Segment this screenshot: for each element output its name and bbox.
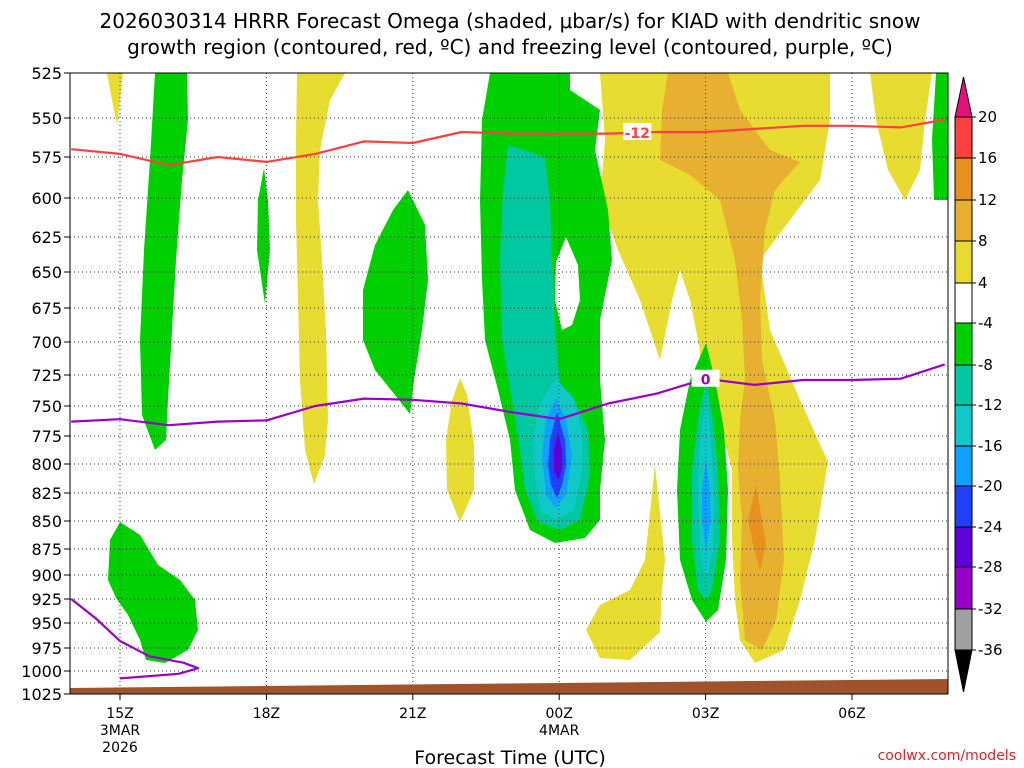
x-tick-label: 21Z	[399, 706, 426, 722]
omega-pos-region	[446, 378, 474, 522]
colorbar-swatch	[954, 364, 973, 406]
y-tick-label: 725	[31, 366, 62, 385]
colorbar-label: 12	[978, 191, 997, 209]
y-tick-label: 775	[31, 427, 62, 446]
colorbar-swatch	[954, 157, 973, 201]
x-tick-date: 3MAR	[100, 723, 141, 739]
colorbar-swatch	[954, 240, 973, 284]
omega-neg-region	[140, 73, 188, 450]
y-tick-label: 575	[31, 148, 62, 167]
colorbar-label: 16	[978, 149, 997, 167]
y-tick-label: 550	[31, 109, 62, 128]
omega-neg-region	[257, 168, 270, 304]
omega-neg-region	[932, 73, 948, 200]
colorbar-swatch	[954, 485, 973, 528]
omega-shading	[107, 73, 948, 663]
contour-line	[71, 118, 945, 167]
y-tick-label: 625	[31, 228, 62, 247]
colorbar-swatch	[954, 566, 973, 610]
colorbar-label: -24	[978, 518, 1003, 536]
colorbar-swatch	[954, 199, 973, 242]
y-tick-label: 850	[31, 512, 62, 531]
omega-pos-region	[870, 73, 932, 200]
colorbar-label: -20	[978, 477, 1003, 495]
contour-label-bg	[623, 123, 652, 141]
colorbar-swatch	[954, 608, 973, 651]
y-tick-label: 650	[31, 263, 62, 282]
y-tick-label: 975	[31, 639, 62, 658]
y-tick-label: 925	[31, 590, 62, 609]
x-axis-label: Forecast Time (UTC)	[414, 747, 605, 768]
omega-neg-region	[108, 522, 198, 663]
x-tick-year: 2026	[102, 740, 138, 756]
x-tick-label: 00Z	[545, 706, 572, 722]
x-tick-label: 03Z	[692, 706, 719, 722]
omega-pos-region	[296, 73, 345, 484]
colorbar-swatch	[954, 526, 973, 568]
x-tick-label: 18Z	[253, 706, 280, 722]
colorbar-extend-min	[954, 649, 973, 693]
colorbar: -36 -32 -28 -24 -20 -16 -12 -8 -4 4 8 12 16 20	[954, 76, 1003, 693]
colorbar-label: 20	[978, 108, 997, 126]
chart-title-line2: growth region (contoured, red, ºC) and f…	[127, 35, 893, 59]
y-tick-label: 525	[31, 64, 62, 83]
y-axis: 525 550 575 600 625 650 675 700 725 750 775 800 825 8…	[21, 64, 70, 704]
y-tick-label: 675	[31, 299, 62, 318]
omega-hole	[555, 237, 580, 330]
credit-text: coolwx.com/models	[878, 748, 1016, 764]
y-tick-label: 875	[31, 540, 62, 559]
x-tick-date: 4MAR	[539, 723, 580, 739]
y-tick-label: 900	[31, 566, 62, 585]
y-tick-label: 1025	[21, 685, 62, 704]
colorbar-extend-max	[954, 76, 973, 118]
contour-line	[70, 598, 200, 680]
terrain-surface	[70, 679, 948, 694]
colorbar-label: -8	[978, 356, 993, 374]
plot-frame	[69, 72, 949, 695]
colorbar-label: -36	[978, 641, 1003, 659]
y-tick-label: 700	[31, 333, 62, 352]
contour-label-bg	[691, 369, 720, 387]
colorbar-label: -12	[978, 396, 1003, 414]
omega-neg-region	[554, 432, 562, 480]
omega-pos-region	[748, 485, 766, 570]
contours: -12 0	[70, 118, 946, 680]
y-tick-label: 1000	[21, 662, 62, 681]
colorbar-swatch	[954, 116, 973, 159]
chart-title-line1: 2026030314 HRRR Forecast Omega (shaded, …	[100, 9, 921, 33]
y-tick-label: 750	[31, 397, 62, 416]
colorbar-swatch	[954, 282, 973, 324]
omega-pos-region	[586, 465, 665, 660]
omega-neg-region	[363, 190, 428, 414]
colorbar-label: -32	[978, 600, 1003, 618]
omega-pos-region	[107, 73, 123, 125]
colorbar-label: -16	[978, 437, 1003, 455]
colorbar-swatch	[954, 404, 973, 447]
y-tick-label: 800	[31, 455, 62, 474]
colorbar-swatch	[954, 322, 973, 366]
colorbar-label: 8	[978, 232, 988, 250]
colorbar-label: -28	[978, 558, 1003, 576]
colorbar-label: -4	[978, 314, 993, 332]
y-tick-label: 600	[31, 189, 62, 208]
colorbar-label: 4	[978, 274, 988, 292]
contour-label: -12	[625, 126, 650, 142]
colorbar-swatch	[954, 445, 973, 487]
contour-line	[71, 363, 946, 427]
y-tick-label: 950	[31, 614, 62, 633]
y-tick-label: 825	[31, 484, 62, 503]
x-tick-label: 15Z	[106, 706, 133, 722]
omega-neg-region	[702, 460, 711, 550]
x-tick-label: 06Z	[838, 706, 865, 722]
contour-label: 0	[701, 373, 711, 389]
omega-pos-region	[660, 73, 800, 650]
